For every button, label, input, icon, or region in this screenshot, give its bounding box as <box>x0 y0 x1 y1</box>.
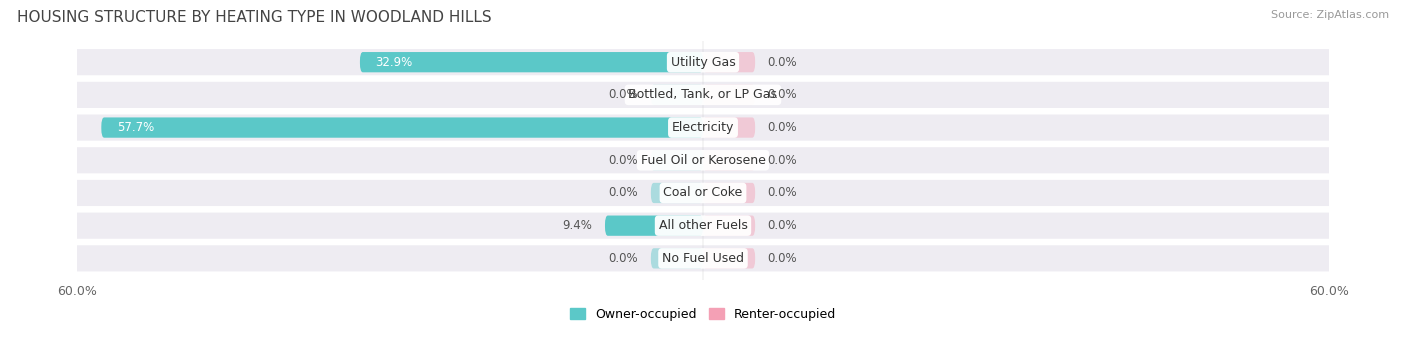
FancyBboxPatch shape <box>67 115 1339 140</box>
Text: 0.0%: 0.0% <box>609 88 638 101</box>
Text: 9.4%: 9.4% <box>562 219 592 232</box>
FancyBboxPatch shape <box>703 117 755 138</box>
FancyBboxPatch shape <box>703 183 755 203</box>
Text: Source: ZipAtlas.com: Source: ZipAtlas.com <box>1271 10 1389 20</box>
Text: 0.0%: 0.0% <box>609 187 638 199</box>
FancyBboxPatch shape <box>67 245 1339 271</box>
FancyBboxPatch shape <box>67 82 1339 108</box>
Text: HOUSING STRUCTURE BY HEATING TYPE IN WOODLAND HILLS: HOUSING STRUCTURE BY HEATING TYPE IN WOO… <box>17 10 492 25</box>
FancyBboxPatch shape <box>67 212 1339 239</box>
Text: All other Fuels: All other Fuels <box>658 219 748 232</box>
Text: 0.0%: 0.0% <box>768 121 797 134</box>
FancyBboxPatch shape <box>703 150 755 170</box>
Text: Bottled, Tank, or LP Gas: Bottled, Tank, or LP Gas <box>628 88 778 101</box>
FancyBboxPatch shape <box>651 248 703 268</box>
FancyBboxPatch shape <box>651 85 703 105</box>
Text: 57.7%: 57.7% <box>117 121 155 134</box>
FancyBboxPatch shape <box>101 117 703 138</box>
Text: 0.0%: 0.0% <box>768 252 797 265</box>
FancyBboxPatch shape <box>651 183 703 203</box>
Text: Electricity: Electricity <box>672 121 734 134</box>
FancyBboxPatch shape <box>605 216 703 236</box>
FancyBboxPatch shape <box>67 147 1339 173</box>
Text: 32.9%: 32.9% <box>375 56 413 69</box>
Text: 0.0%: 0.0% <box>609 252 638 265</box>
Text: 0.0%: 0.0% <box>768 88 797 101</box>
Text: 0.0%: 0.0% <box>768 219 797 232</box>
Text: 0.0%: 0.0% <box>768 154 797 167</box>
Legend: Owner-occupied, Renter-occupied: Owner-occupied, Renter-occupied <box>565 303 841 326</box>
Text: No Fuel Used: No Fuel Used <box>662 252 744 265</box>
FancyBboxPatch shape <box>360 52 703 72</box>
FancyBboxPatch shape <box>703 85 755 105</box>
FancyBboxPatch shape <box>651 150 703 170</box>
Text: Fuel Oil or Kerosene: Fuel Oil or Kerosene <box>641 154 765 167</box>
FancyBboxPatch shape <box>703 52 755 72</box>
FancyBboxPatch shape <box>67 180 1339 206</box>
Text: 0.0%: 0.0% <box>609 154 638 167</box>
FancyBboxPatch shape <box>67 49 1339 75</box>
FancyBboxPatch shape <box>703 248 755 268</box>
FancyBboxPatch shape <box>703 216 755 236</box>
Text: Utility Gas: Utility Gas <box>671 56 735 69</box>
Text: 0.0%: 0.0% <box>768 56 797 69</box>
Text: 0.0%: 0.0% <box>768 187 797 199</box>
Text: Coal or Coke: Coal or Coke <box>664 187 742 199</box>
